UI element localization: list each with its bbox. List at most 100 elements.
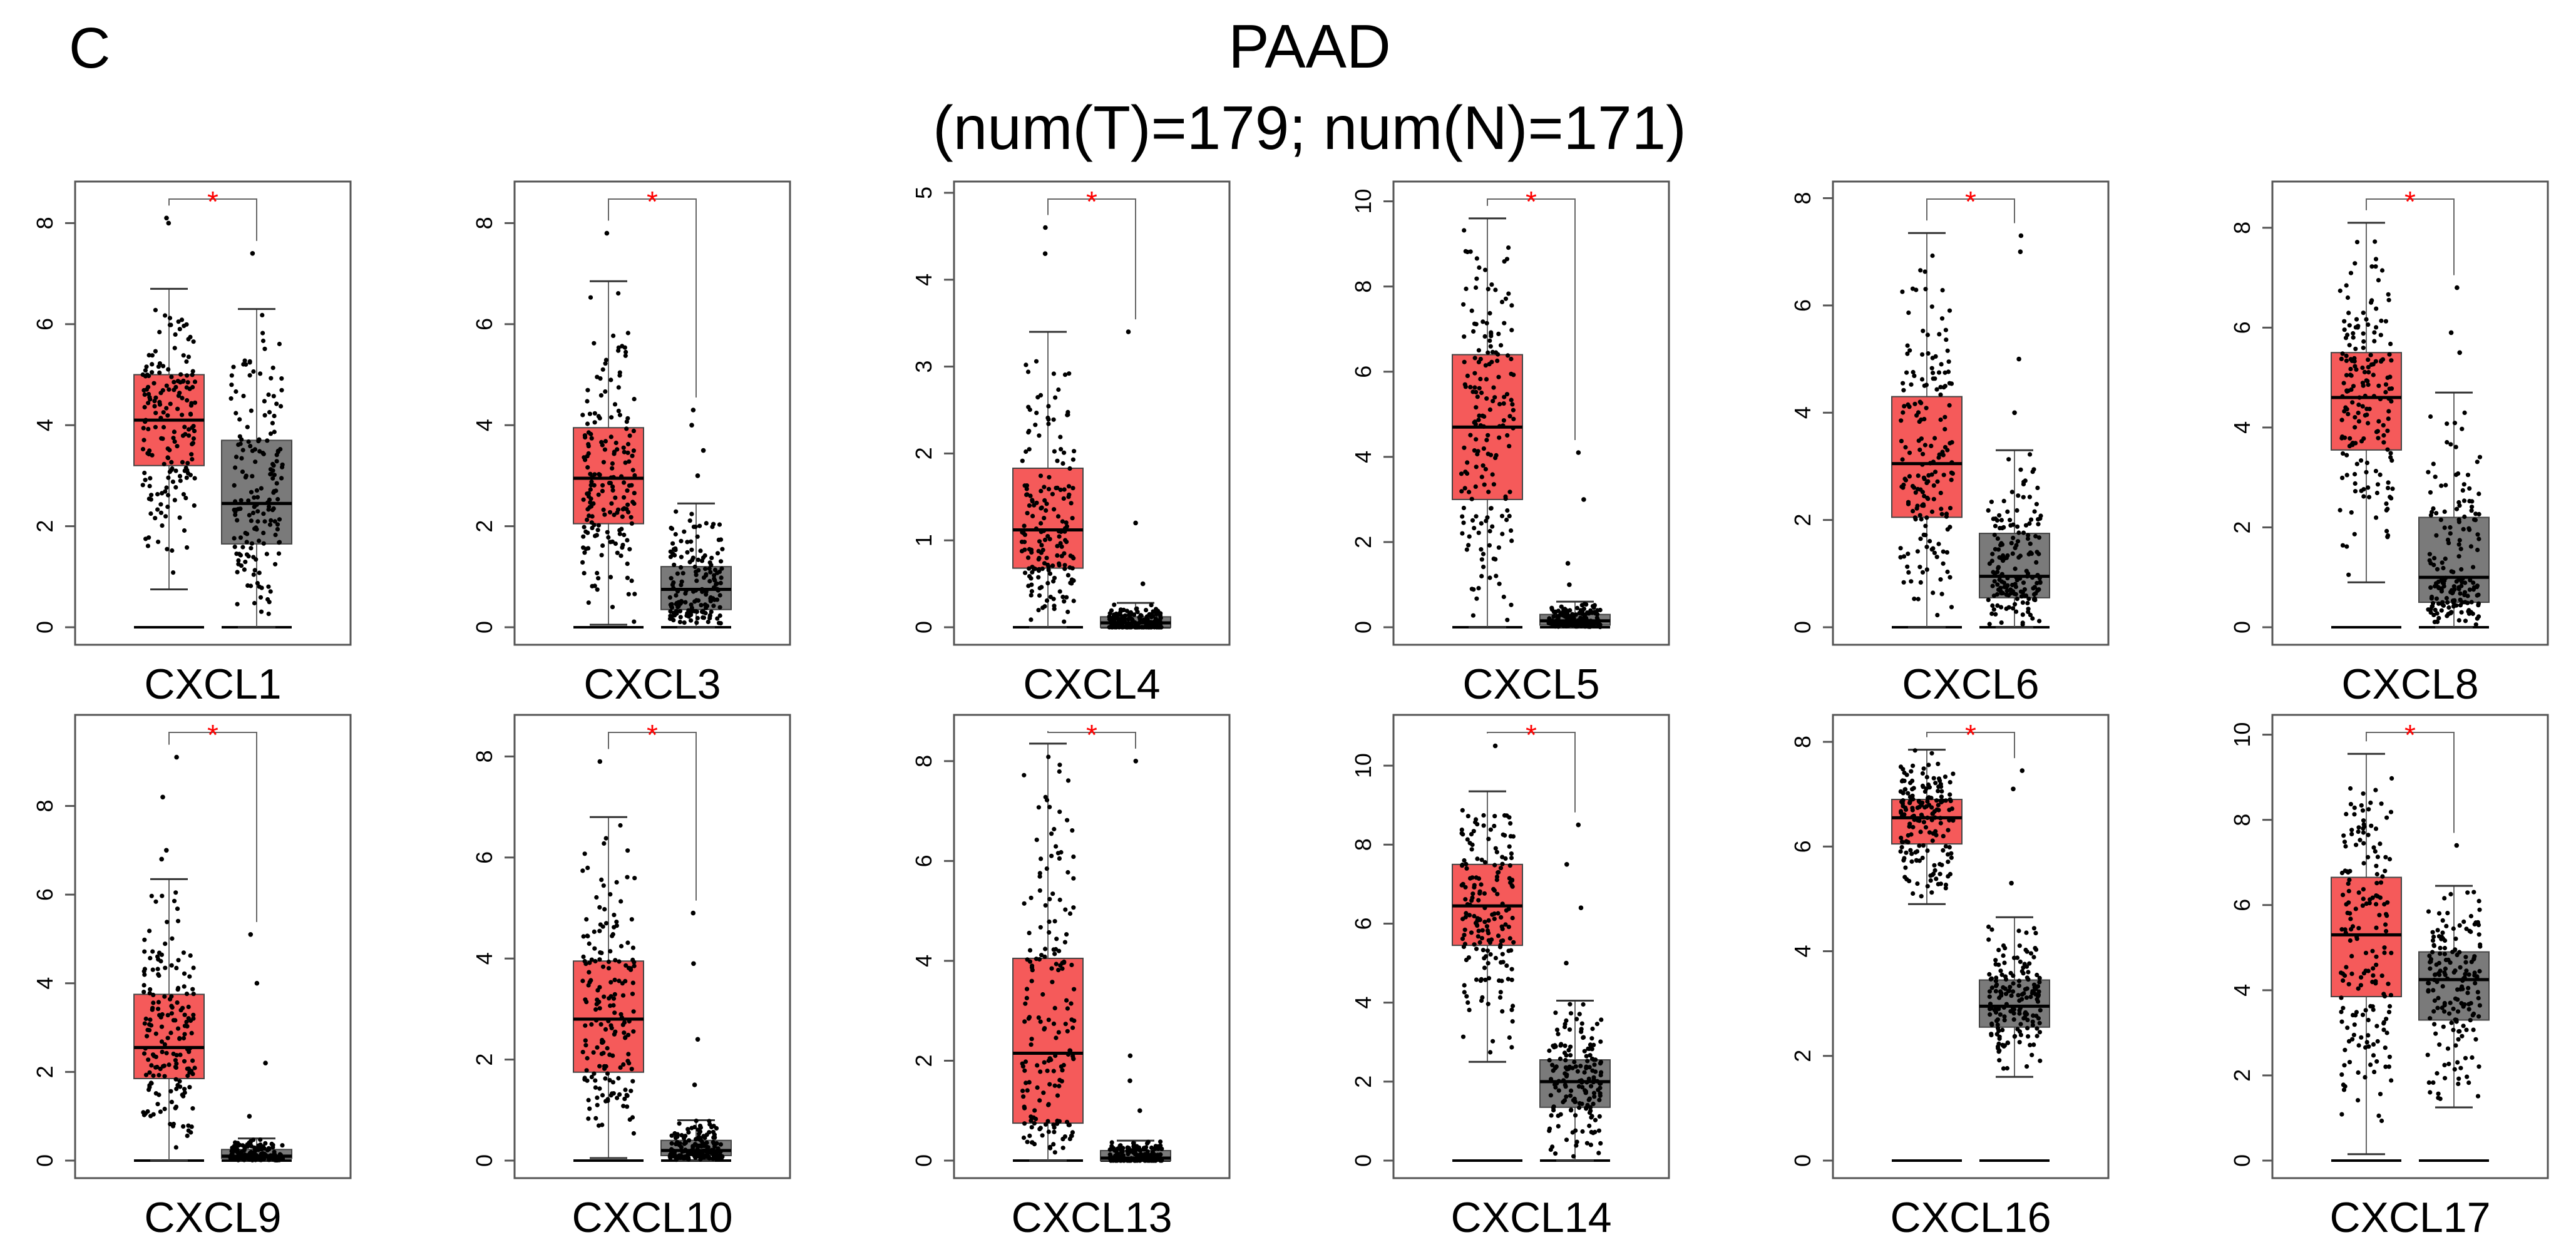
data-point <box>2354 461 2359 466</box>
data-point <box>1467 490 1472 495</box>
data-point <box>2021 965 2026 970</box>
data-point <box>1046 564 1051 570</box>
data-point <box>1047 930 1052 935</box>
data-point <box>695 557 700 562</box>
data-point <box>172 429 177 434</box>
data-point <box>2024 930 2029 935</box>
data-point <box>1505 508 1510 513</box>
data-point <box>153 899 158 904</box>
data-point <box>1987 972 1992 977</box>
data-point <box>1912 515 1917 520</box>
data-point <box>1994 518 1999 523</box>
data-point <box>1597 1097 1602 1102</box>
data-point <box>1057 534 1062 539</box>
data-point <box>630 468 635 473</box>
data-point <box>1507 414 1512 419</box>
data-point <box>1583 1088 1588 1093</box>
data-point <box>1025 555 1031 560</box>
data-point <box>687 1138 692 1143</box>
data-point <box>1492 814 1497 819</box>
data-point <box>1899 418 1904 423</box>
data-point <box>1506 906 1511 911</box>
data-point <box>1474 464 1479 469</box>
significance-bracket <box>168 198 257 241</box>
data-point <box>2442 509 2447 515</box>
data-point <box>1947 506 1953 511</box>
data-point <box>1929 443 1934 449</box>
y-tick-label: 0 <box>1790 1154 1815 1167</box>
data-point <box>1573 1113 1578 1118</box>
data-point <box>1989 558 1994 563</box>
data-point <box>2021 530 2026 535</box>
data-point <box>1055 1093 1060 1098</box>
data-point <box>1901 410 1906 415</box>
data-point <box>2347 1060 2353 1065</box>
data-point <box>2349 828 2354 833</box>
data-point <box>238 553 244 558</box>
data-point <box>182 468 187 473</box>
y-tick-label: 2 <box>471 1054 497 1066</box>
data-point <box>603 921 609 926</box>
data-point <box>1025 369 1031 374</box>
y-tick-label: 2 <box>1790 1050 1815 1062</box>
data-point <box>610 461 615 466</box>
data-point <box>1472 448 1477 453</box>
data-point <box>2349 373 2354 378</box>
data-point <box>683 1139 688 1144</box>
data-point <box>2374 954 2379 959</box>
data-point <box>2023 947 2028 953</box>
y-tick-label: 6 <box>2229 899 2255 911</box>
data-point <box>597 905 602 910</box>
data-point <box>1476 359 1481 365</box>
data-point <box>1477 265 1482 270</box>
data-point <box>2376 278 2381 283</box>
data-point <box>1996 565 2001 570</box>
data-point <box>2031 990 2036 995</box>
data-point <box>1592 1062 1597 1067</box>
data-point <box>2348 270 2354 275</box>
data-point <box>2428 1090 2433 1095</box>
data-point <box>1496 545 1501 550</box>
data-point <box>592 1071 597 1076</box>
data-point <box>1991 593 1996 598</box>
data-point <box>2343 435 2348 440</box>
data-point <box>185 373 190 378</box>
data-point <box>1925 332 1930 337</box>
data-point <box>1037 539 1042 544</box>
data-point <box>1899 844 1904 849</box>
data-point <box>1596 618 1601 623</box>
data-point <box>1912 401 1917 406</box>
data-point <box>181 1094 186 1099</box>
significance-star: * <box>1086 185 1097 218</box>
data-point <box>2374 1024 2379 1029</box>
data-point <box>2011 981 2016 986</box>
data-point <box>1947 844 1952 849</box>
data-point <box>2459 1001 2464 1006</box>
data-point <box>1598 1141 1603 1146</box>
data-point <box>2383 1064 2388 1069</box>
data-point <box>266 612 271 617</box>
data-point <box>1509 398 1514 403</box>
data-point <box>155 507 160 512</box>
data-point <box>1158 1139 1163 1144</box>
data-point <box>632 876 637 881</box>
data-point <box>2030 616 2035 621</box>
data-point <box>1924 774 1929 780</box>
series-tumor <box>1452 217 1523 628</box>
data-point <box>2371 1053 2376 1058</box>
data-point <box>598 393 604 398</box>
data-point <box>593 1018 599 1023</box>
data-point <box>2442 945 2448 951</box>
data-point <box>161 364 166 369</box>
data-point <box>165 920 170 925</box>
data-point <box>2361 861 2366 866</box>
outlier-point <box>1564 862 1569 867</box>
data-point <box>1136 1157 1141 1162</box>
data-point <box>1994 975 1999 980</box>
data-point <box>1071 1057 1076 1062</box>
data-point <box>2383 382 2389 387</box>
data-point <box>2025 536 2031 541</box>
data-point <box>160 1049 165 1054</box>
data-point <box>2031 982 2037 987</box>
data-point <box>677 1141 682 1146</box>
